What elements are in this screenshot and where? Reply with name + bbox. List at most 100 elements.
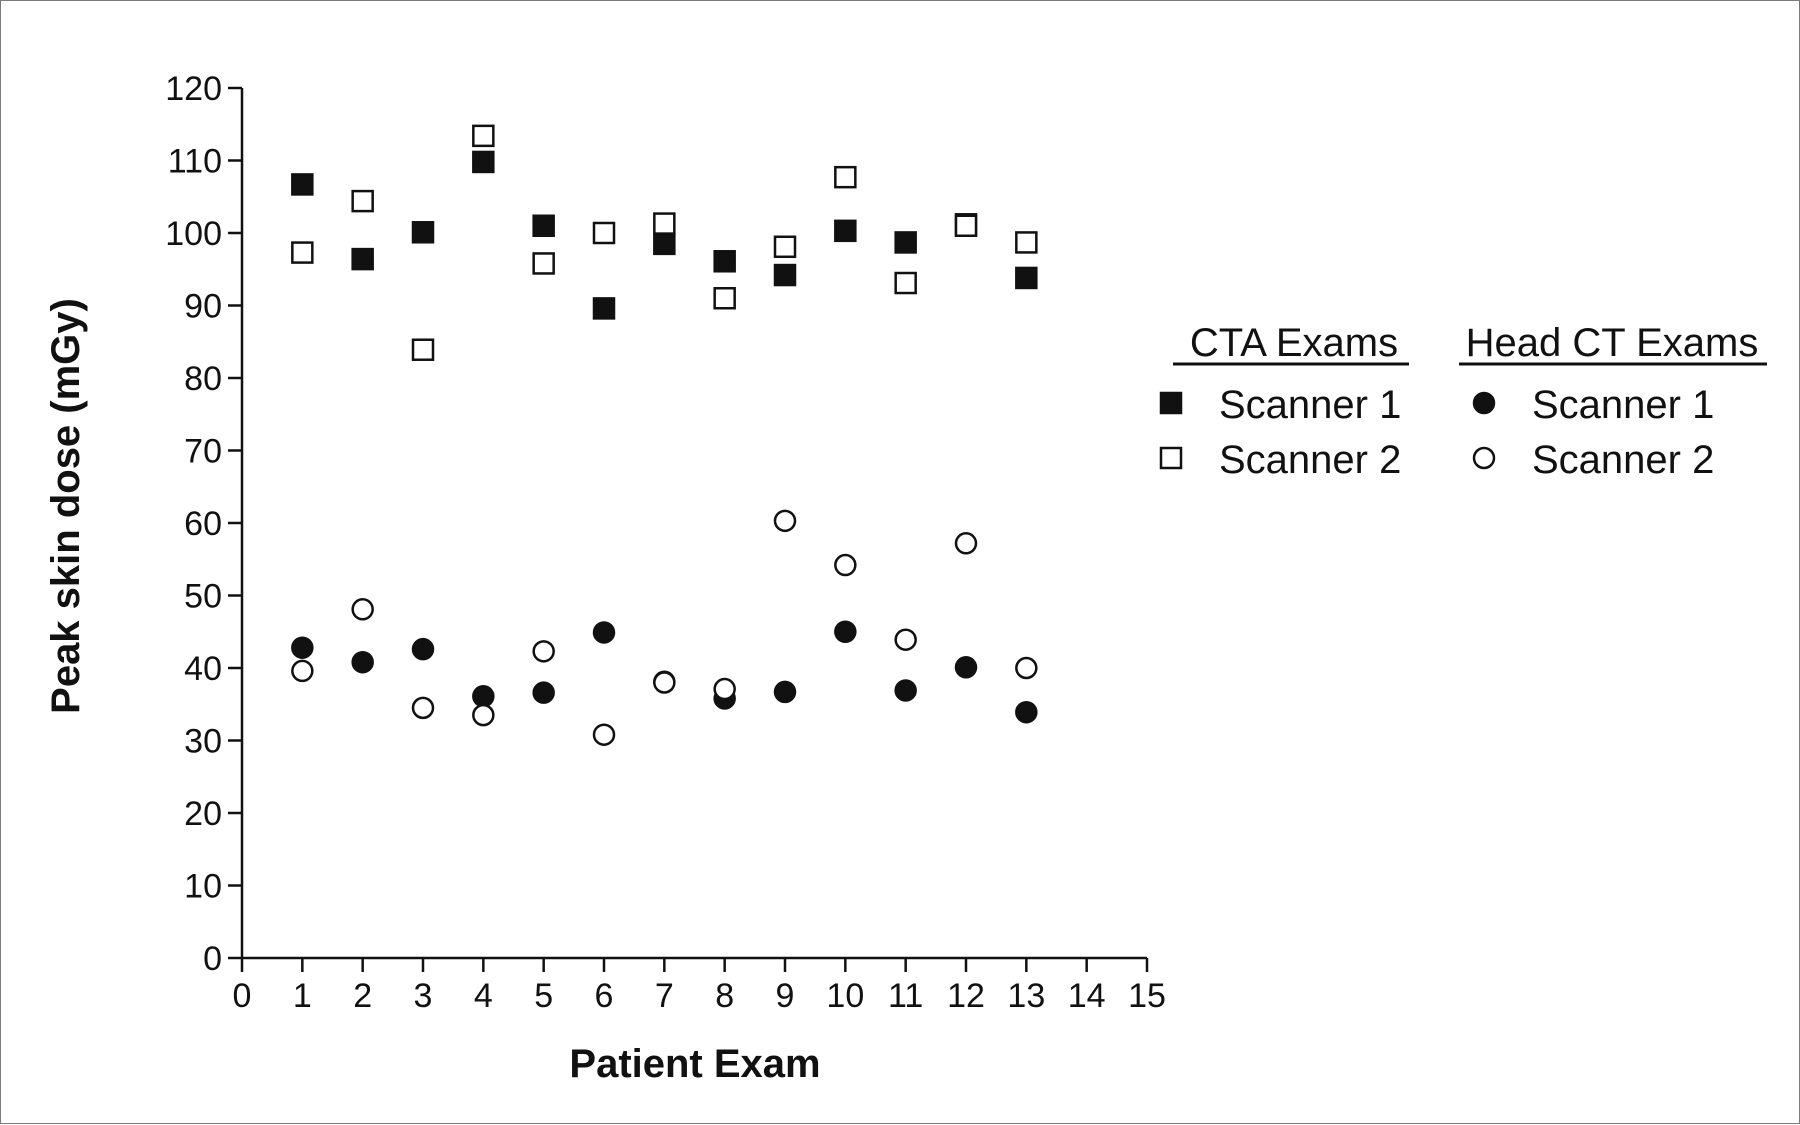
data-point [653,671,676,694]
data-point [291,241,314,264]
data-point [834,219,857,243]
data-point [411,221,435,244]
legend-group-title: CTA Exams [1190,321,1398,365]
series-3 [291,509,1038,746]
data-point [472,150,495,174]
data-point [411,637,435,661]
legend-entry-label: Scanner 1 [1532,383,1714,427]
data-point [894,628,917,651]
data-point [532,640,555,663]
data-point [653,232,676,256]
y-tick-label: 20 [184,795,222,833]
data-point [834,165,857,189]
x-tick-label: 1 [293,977,312,1015]
data-point [894,271,917,295]
x-tick-label: 14 [1068,977,1106,1015]
data-point [834,620,857,643]
data-point [532,681,555,704]
legend-entry-label: Scanner 2 [1532,438,1714,482]
y-tick-label: 30 [184,723,222,761]
x-axis-title: Patient Exam [569,1042,820,1086]
data-point [592,221,616,245]
data-point [532,252,555,275]
data-point [773,235,797,259]
data-point [713,250,736,273]
x-tick-label: 10 [826,977,864,1015]
x-tick-label: 3 [414,977,433,1015]
legend-group-1: Head CT Exams Scanner 1 Scanner 2 [1459,321,1767,482]
data-point [773,263,797,287]
y-tick-label: 120 [165,70,222,108]
data-point [894,231,917,254]
x-tick-label: 12 [947,977,985,1015]
data-point [834,553,857,577]
legend-marker [1472,446,1496,470]
x-tick-label: 13 [1007,977,1045,1015]
x-tick-label: 7 [655,977,674,1015]
data-point [954,532,978,555]
data-point [291,636,314,659]
y-tick-label: 60 [184,505,222,543]
x-tick-label: 11 [888,977,923,1015]
legend-marker [1159,446,1183,470]
series-1 [291,124,1038,361]
legend-marker [1472,391,1496,415]
data-point [1015,700,1038,724]
x-tick-label: 5 [534,977,553,1015]
x-tick-label: 4 [474,977,493,1015]
data-point [411,338,435,361]
data-point [351,598,374,621]
data-points [291,124,1038,746]
data-point [411,696,435,720]
y-tick-label: 70 [184,433,222,471]
data-point [1015,266,1038,290]
x-tick-label: 2 [353,977,372,1015]
data-point [773,680,797,704]
data-point [472,124,495,148]
data-point [291,659,314,683]
y-tick-label: 110 [168,143,222,181]
data-point [351,247,374,271]
y-tick-label: 80 [184,360,222,398]
y-tick-label: 40 [184,650,222,688]
y-tick-label: 50 [184,578,222,616]
data-point [653,212,676,235]
legend-entry-label: Scanner 1 [1219,383,1401,427]
legend-group-title: Head CT Exams [1466,321,1759,365]
data-point [894,679,917,702]
data-point [351,189,374,213]
y-axis-title: Peak skin dose (mGy) [44,298,88,714]
series-0 [291,150,1038,320]
data-point [1015,656,1038,680]
x-tick-label: 15 [1128,977,1166,1015]
data-point [954,214,978,237]
y-tick-label: 10 [184,868,222,906]
data-point [472,685,495,708]
data-point [713,677,736,701]
x-tick-label: 0 [233,977,252,1015]
data-point [291,173,314,196]
data-point [773,509,797,533]
data-point [472,703,495,727]
x-tick-label: 6 [595,977,614,1015]
data-point [954,656,978,679]
legend-group-0: CTA Exams Scanner 1 Scanner 2 [1159,321,1409,482]
x-tick-label: 8 [715,977,734,1015]
data-point [713,287,736,310]
axes [228,86,1149,972]
x-tick-label: 9 [776,977,795,1015]
data-point [351,650,374,674]
data-point [1015,231,1038,254]
data-point [592,297,616,320]
y-tick-label: 90 [184,288,222,326]
y-tick-label: 100 [165,215,222,253]
data-point [532,214,555,237]
legend-entry-label: Scanner 2 [1219,438,1401,482]
data-point [592,621,616,644]
data-point [592,723,616,746]
legend-marker [1159,391,1183,415]
